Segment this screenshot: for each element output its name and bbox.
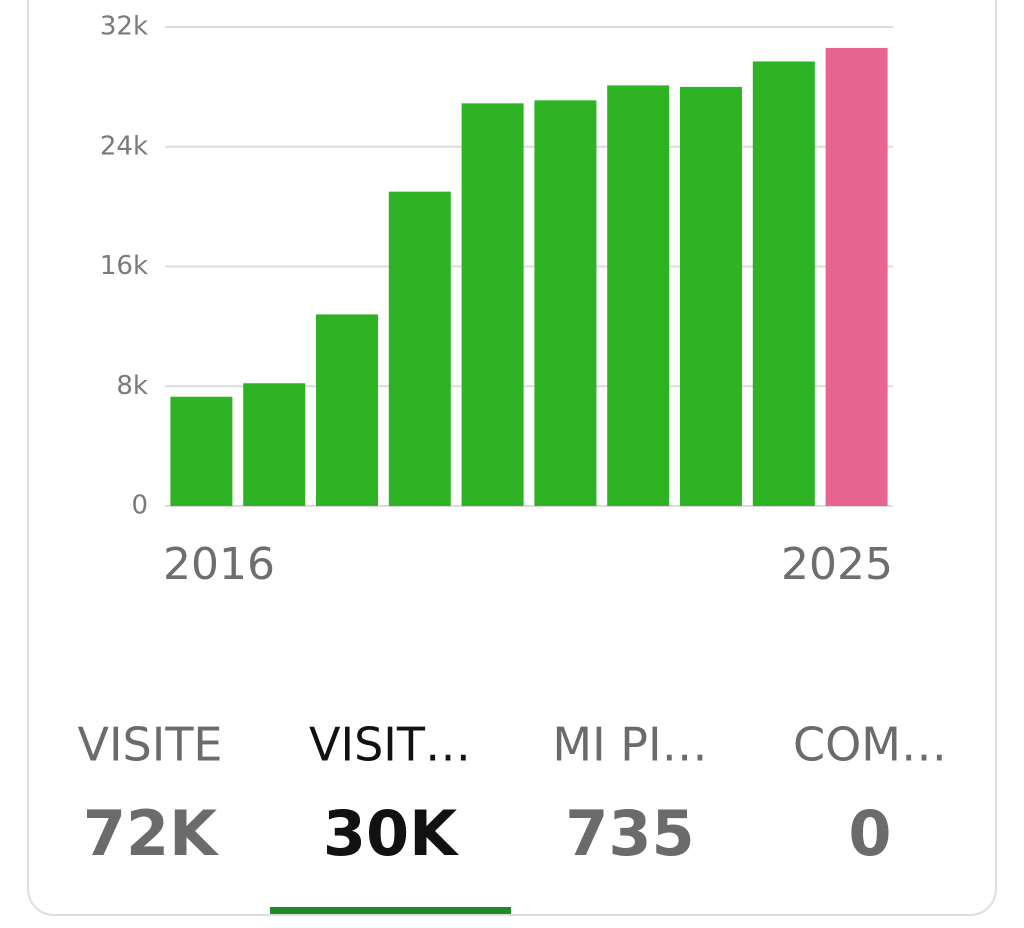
bar [534,100,597,507]
bar [607,85,670,507]
tab-indicator [270,907,511,914]
bar [680,86,742,506]
bar [243,383,306,506]
bar [825,47,888,507]
y-tick-label: 24k [100,131,148,161]
tab-label[interactable]: COM… [793,718,947,772]
y-tick-label: 32k [100,12,148,42]
y-tick-label: 16k [100,251,148,281]
y-tick-label: 0 [131,491,148,521]
tab-value[interactable]: 30K [323,797,459,870]
tab-value[interactable]: 735 [565,797,694,870]
y-tick-label: 8k [116,371,148,401]
bar [388,191,451,506]
bar [461,103,524,506]
tab-value[interactable]: 0 [848,797,891,870]
x-tick-label: 2025 [781,539,893,590]
bar [316,314,378,506]
tab-value[interactable]: 72K [83,797,219,870]
tab-label[interactable]: VISITE [78,718,223,772]
bar [170,396,233,506]
tab-label[interactable]: MI PI… [552,718,707,772]
bar [752,61,815,506]
x-tick-label: 2016 [163,539,275,590]
tab-label[interactable]: VISIT… [309,718,471,772]
